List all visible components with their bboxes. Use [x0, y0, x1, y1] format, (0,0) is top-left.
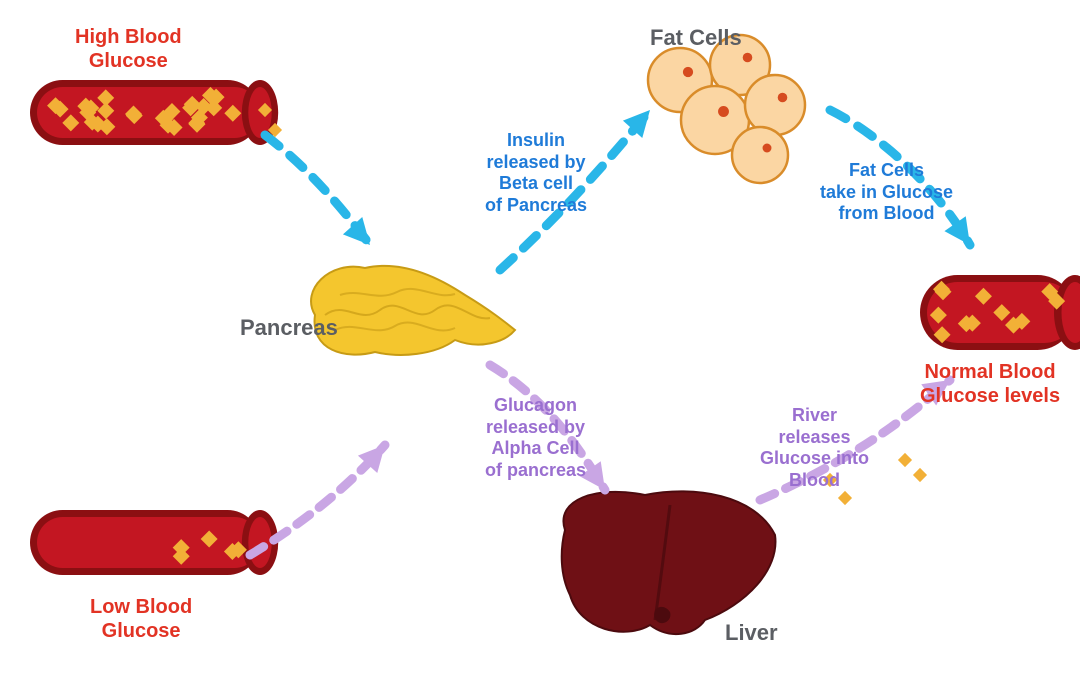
label-low: Low Blood Glucose: [90, 595, 192, 643]
label-fat_take: Fat Cells take in Glucose from Blood: [820, 160, 953, 225]
vessel-normal-glucose: [920, 275, 1080, 350]
arrow-a4: [250, 445, 385, 555]
label-normal: Normal Blood Glucose levels: [920, 360, 1060, 408]
label-high: High Blood Glucose: [75, 25, 182, 73]
vessel-low-glucose: [30, 510, 278, 575]
diagram-svg: [0, 0, 1080, 675]
label-insulin: Insulin released by Beta cell of Pancrea…: [485, 130, 587, 216]
label-pancreas: Pancreas: [240, 315, 338, 341]
vessel-high-glucose: [30, 80, 278, 145]
label-fatcells: Fat Cells: [650, 25, 742, 51]
liver-icon: [562, 491, 776, 634]
pancreas-icon: [311, 266, 515, 355]
fat-cells-icon: [648, 35, 805, 183]
label-liver: Liver: [725, 620, 778, 646]
label-glucagon: Glucagon released by Alpha Cell of pancr…: [485, 395, 586, 481]
arrow-a1: [265, 135, 370, 245]
label-river: River releases Glucose into Blood: [760, 405, 869, 491]
